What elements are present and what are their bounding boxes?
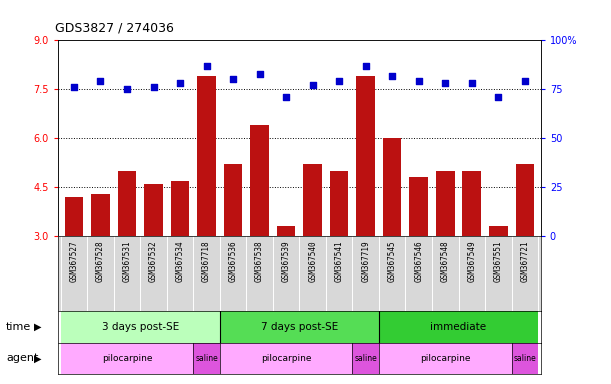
Text: 7 days post-SE: 7 days post-SE [261, 322, 338, 332]
Text: ▶: ▶ [34, 353, 41, 363]
Text: GSM367549: GSM367549 [467, 240, 477, 281]
Text: saline: saline [354, 354, 377, 363]
Text: GSM367718: GSM367718 [202, 240, 211, 281]
Text: saline: saline [513, 354, 536, 363]
Bar [224, 164, 243, 334]
Text: GSM367532: GSM367532 [149, 240, 158, 281]
Bar [511, 343, 538, 374]
Text: saline: saline [195, 354, 218, 363]
Text: GSM367546: GSM367546 [414, 240, 423, 281]
Bar [220, 311, 379, 343]
Point [95, 78, 105, 84]
Text: agent: agent [6, 353, 38, 363]
Text: GSM367527: GSM367527 [70, 240, 78, 281]
Bar [144, 184, 163, 334]
Bar [197, 76, 216, 334]
Point [175, 80, 185, 86]
Text: 3 days post-SE: 3 days post-SE [101, 322, 179, 332]
Bar [65, 197, 83, 334]
Text: GSM367719: GSM367719 [361, 240, 370, 281]
Point [255, 71, 265, 77]
Text: immediate: immediate [431, 322, 486, 332]
Point [69, 84, 79, 90]
Point [308, 82, 318, 88]
Text: GSM367531: GSM367531 [122, 240, 131, 281]
Bar [436, 171, 455, 334]
Text: GSM367721: GSM367721 [521, 240, 529, 281]
Text: GSM367551: GSM367551 [494, 240, 503, 281]
Text: GSM367545: GSM367545 [388, 240, 397, 281]
Bar [356, 76, 375, 334]
Point [361, 63, 371, 69]
Text: GSM367548: GSM367548 [441, 240, 450, 281]
Point [281, 94, 291, 100]
Bar [489, 227, 508, 334]
Text: GDS3827 / 274036: GDS3827 / 274036 [55, 22, 174, 35]
Text: pilocarpine: pilocarpine [102, 354, 152, 363]
Text: GSM367536: GSM367536 [229, 240, 238, 281]
Bar [251, 125, 269, 334]
Point [467, 80, 477, 86]
Point [441, 80, 450, 86]
Bar [118, 171, 136, 334]
Text: GSM367534: GSM367534 [175, 240, 185, 281]
Point [334, 78, 344, 84]
Bar [193, 343, 220, 374]
Point [387, 73, 397, 79]
Bar [304, 164, 322, 334]
Point [202, 63, 211, 69]
Text: pilocarpine: pilocarpine [420, 354, 470, 363]
Point [148, 84, 158, 90]
Bar [220, 343, 353, 374]
Text: GSM367538: GSM367538 [255, 240, 264, 281]
Text: GSM367541: GSM367541 [335, 240, 343, 281]
Text: GSM367528: GSM367528 [96, 240, 105, 281]
Point [228, 76, 238, 83]
Bar [330, 171, 348, 334]
Text: time: time [6, 322, 31, 332]
Point [414, 78, 423, 84]
Text: GSM367539: GSM367539 [282, 240, 291, 281]
Bar [463, 171, 481, 334]
Bar [516, 164, 534, 334]
Text: pilocarpine: pilocarpine [261, 354, 312, 363]
Text: ▶: ▶ [34, 322, 41, 332]
Bar [60, 343, 193, 374]
Point [122, 86, 132, 92]
Bar [277, 227, 295, 334]
Bar [170, 180, 189, 334]
Bar [379, 343, 511, 374]
Bar [409, 177, 428, 334]
Point [520, 78, 530, 84]
Bar [91, 194, 110, 334]
Bar [353, 343, 379, 374]
Point [494, 94, 503, 100]
Bar [383, 138, 401, 334]
Bar [379, 311, 538, 343]
Text: GSM367540: GSM367540 [308, 240, 317, 281]
Bar [60, 311, 220, 343]
